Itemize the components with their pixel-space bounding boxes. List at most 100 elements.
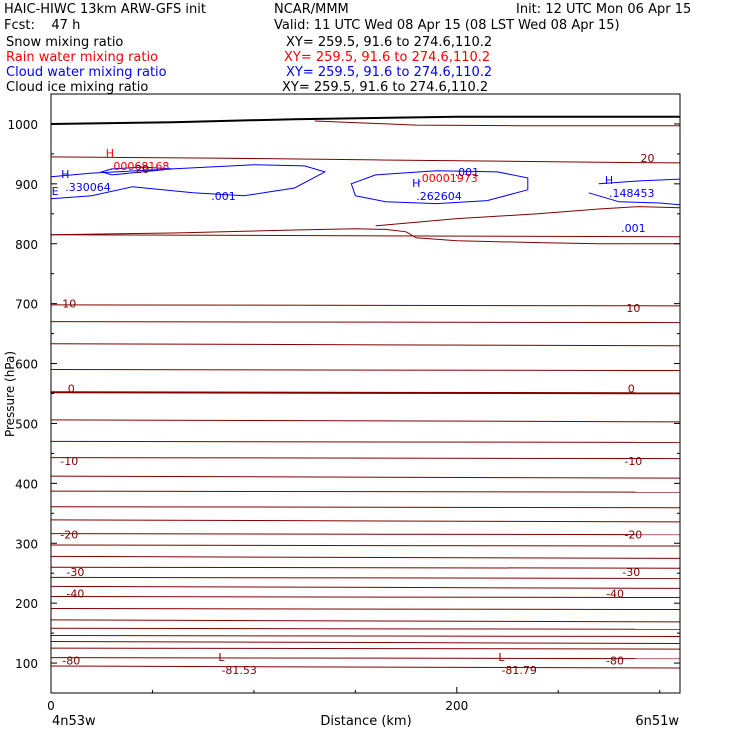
isotherm-line xyxy=(375,206,681,227)
isotherm-line xyxy=(50,627,681,630)
isotherm-label: -20 xyxy=(60,528,78,541)
isotherm-line xyxy=(50,475,681,479)
isotherm-label: -80 xyxy=(606,655,624,668)
cloud-water-contour xyxy=(598,178,681,185)
forecast-hour: Fcst: 47 h xyxy=(4,18,81,33)
legend-cloudwater-label: Cloud water mixing ratio xyxy=(6,65,167,80)
cloud-water-label: .001 xyxy=(621,222,646,235)
isotherm-label: 0 xyxy=(68,383,75,396)
extremum-marker: L xyxy=(218,651,225,664)
y-tick-label: 800 xyxy=(15,238,38,252)
y-axis-title: Pressure (hPa) xyxy=(3,351,17,437)
y-tick-label: 100 xyxy=(15,657,38,671)
isotherm-label: 10 xyxy=(62,298,76,311)
extremum-value: -81.53 xyxy=(221,664,256,677)
y-tick-label: 500 xyxy=(15,417,38,431)
init-time: Init: 12 UTC Mon 06 Apr 15 xyxy=(516,2,692,17)
y-tick-label: 1000 xyxy=(7,118,38,132)
mixing-ratio-contour-layer xyxy=(50,164,681,206)
isotherm-line xyxy=(50,234,681,238)
extremum-value: .00001973 xyxy=(418,172,478,185)
extremum-value: -81.79 xyxy=(501,664,536,677)
x-axis-title: Distance (km) xyxy=(320,714,411,729)
extremum-marker: L xyxy=(498,651,505,664)
legend-cloudice-xy: XY= 259.5, 91.6 to 274.6,110.2 xyxy=(282,80,489,95)
isotherm-line xyxy=(50,585,681,589)
isotherm-line xyxy=(50,391,681,395)
terrain-line xyxy=(50,115,680,125)
x-tick-label: 200 xyxy=(445,699,468,713)
isotherm-line xyxy=(50,304,681,307)
cloud-water-label: .001 xyxy=(211,190,236,203)
legend-cloudice-label: Cloud ice mixing ratio xyxy=(6,80,149,95)
x-endpoint-left: 4n53w xyxy=(52,714,96,729)
isotherm-line xyxy=(50,506,681,509)
isotherm-label: -20 xyxy=(624,528,642,541)
isotherm-line xyxy=(50,576,681,579)
isotherm-line xyxy=(50,457,681,460)
isotherm-line xyxy=(50,369,681,372)
model-title: HAIC-HIWC 13km ARW-GFS init xyxy=(4,2,206,17)
extremum-value: .00068168 xyxy=(110,160,170,173)
extremum-marker: H xyxy=(106,147,114,160)
x-tick-label: 0 xyxy=(47,699,55,713)
org-label: NCAR/MMM xyxy=(274,2,349,17)
extremum-value: .262604 xyxy=(416,190,462,203)
isotherm-line xyxy=(50,156,681,164)
isotherm-line xyxy=(50,647,681,650)
isotherm-line xyxy=(50,419,681,423)
isotherm-layer xyxy=(50,115,681,669)
isotherm-line xyxy=(50,566,681,569)
isotherm-label: -40 xyxy=(66,588,84,601)
extremum-value: .330064 xyxy=(65,181,111,194)
cloud-water-contour xyxy=(350,170,529,205)
extremum-value: .148453 xyxy=(609,187,655,200)
isotherm-label: -30 xyxy=(622,566,640,579)
cloud-water-contour xyxy=(99,166,173,176)
isotherm-line xyxy=(50,640,681,644)
isotherm-label: 10 xyxy=(626,302,640,315)
extremum-marker: H xyxy=(605,174,613,187)
contour-label-layer: -80 -80-40 -40-30 -30-20 -20-10 -100 010 1020L-… xyxy=(52,147,655,677)
isotherm-label: -40 xyxy=(606,588,624,601)
extremum-marker: H xyxy=(412,177,420,190)
isotherm-line xyxy=(50,619,681,623)
valid-time: Valid: 11 UTC Wed 08 Apr 15 (08 LST Wed … xyxy=(274,18,620,33)
isotherm-label: -80 xyxy=(62,655,80,668)
y-tick-label: 700 xyxy=(15,298,38,312)
y-tick-label: 400 xyxy=(15,477,38,491)
isotherm-line xyxy=(50,555,681,559)
legend-snow-label: Snow mixing ratio xyxy=(6,35,124,50)
isotherm-line xyxy=(50,228,680,245)
y-tick-label: 900 xyxy=(15,178,38,192)
isotherm-line xyxy=(50,657,681,660)
isotherm-line xyxy=(50,440,681,443)
isotherm-line xyxy=(50,665,681,669)
isotherm-line xyxy=(50,321,681,324)
isotherm-label: -10 xyxy=(60,455,78,468)
isotherm-line xyxy=(50,490,681,493)
isotherm-line xyxy=(50,608,681,611)
extremum-marker: H xyxy=(61,168,69,181)
isotherm-label: -30 xyxy=(66,566,84,579)
isotherm-line xyxy=(50,343,681,347)
isotherm-line xyxy=(50,544,681,547)
isotherm-line xyxy=(314,120,680,127)
cloud-water-contour xyxy=(588,192,681,206)
y-tick-label: 300 xyxy=(15,537,38,551)
legend-rain-label: Rain water mixing ratio xyxy=(6,50,159,65)
isotherm-line xyxy=(50,519,681,523)
isotherm-line xyxy=(50,533,681,536)
cloud-water-label: .001 xyxy=(455,166,480,179)
legend-snow-xy: XY= 259.5, 91.6 to 274.6,110.2 xyxy=(286,35,493,50)
isotherm-label: -10 xyxy=(624,455,642,468)
isotherm-label: 20 xyxy=(641,152,655,165)
isotherm-line xyxy=(50,596,681,599)
misc-label: 20 xyxy=(135,163,149,176)
isotherm-line xyxy=(50,634,681,637)
legend-rain-xy: XY= 259.5, 91.6 to 274.6,110.2 xyxy=(284,50,491,65)
isotherm-label: 0 xyxy=(628,383,635,396)
x-endpoint-right: 6n51w xyxy=(635,714,679,729)
